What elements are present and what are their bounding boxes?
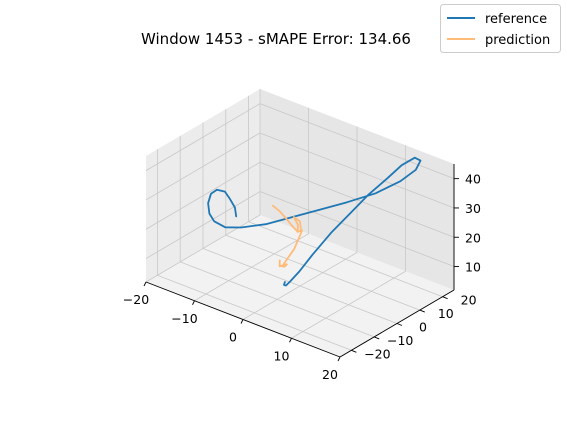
y-tick-label: 10 [438, 306, 454, 321]
chart-title: Window 1453 - sMAPE Error: 134.66 [141, 30, 411, 48]
y-tick-mark [419, 309, 425, 313]
grid-line-z [259, 191, 455, 267]
z-tick-label: 40 [465, 172, 481, 187]
series-line-prediction [271, 204, 304, 268]
y-tick-mark [351, 349, 357, 353]
y-tick-label: 0 [419, 320, 427, 335]
x-tick-mark [337, 356, 341, 362]
grid-line-y [157, 274, 352, 351]
grid-line-z [145, 132, 261, 201]
z-tick-label: 10 [465, 260, 481, 275]
x-tick-mark [289, 338, 292, 343]
y-tick-mark [396, 323, 403, 326]
x-tick-mark [240, 319, 244, 324]
y-tick-mark [374, 336, 380, 340]
grid-line-z [259, 103, 455, 180]
grid-line-z [259, 132, 455, 209]
grid-line-z [145, 103, 261, 171]
grid-line-z [145, 161, 261, 230]
x-tick-label: −10 [171, 311, 197, 326]
z-tick-label: 20 [465, 230, 481, 245]
x-tick-label: 0 [229, 330, 237, 345]
z-tick-label: 30 [465, 201, 481, 216]
series-lines [207, 156, 422, 287]
y-tick-label: −20 [364, 346, 390, 361]
x-tick-label: 20 [322, 367, 338, 382]
y-tick-label: −10 [387, 333, 413, 348]
grid-line-y [180, 261, 375, 338]
legend: reference prediction [440, 4, 561, 53]
grid-line-y [202, 248, 398, 324]
x-tick-label: −20 [123, 292, 149, 307]
y-tick-mark [442, 296, 448, 300]
x-tick-mark [192, 300, 195, 305]
legend-label-prediction: prediction [485, 33, 550, 48]
legend-label-reference: reference [485, 12, 547, 27]
y-tick-label: 20 [461, 293, 477, 308]
series-line-reference [207, 156, 422, 287]
grid-line-y [248, 221, 443, 298]
x-tick-mark [143, 281, 147, 287]
grid-line-y [225, 234, 420, 311]
legend-frame [440, 4, 561, 53]
grid-line-z [145, 191, 261, 259]
x-tick-label: 10 [274, 348, 290, 363]
